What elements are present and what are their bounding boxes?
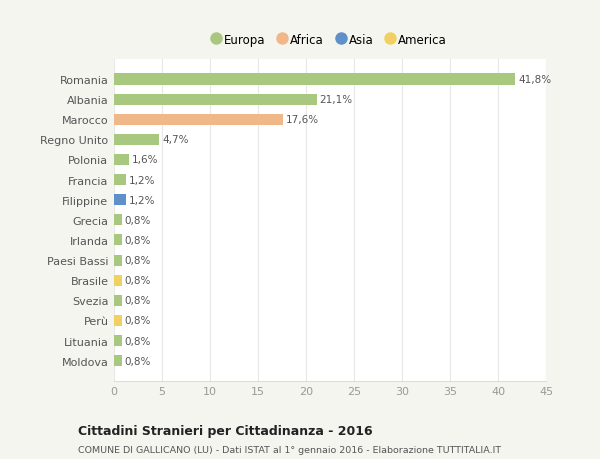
Legend: Europa, Africa, Asia, America: Europa, Africa, Asia, America (213, 34, 447, 46)
Bar (114, 355, 122, 366)
Bar (114, 215, 122, 226)
Text: 0,8%: 0,8% (125, 356, 151, 366)
Text: 0,8%: 0,8% (125, 215, 151, 225)
Text: 17,6%: 17,6% (286, 115, 319, 125)
Bar (114, 315, 122, 326)
Text: 1,2%: 1,2% (128, 195, 155, 205)
Bar (114, 174, 125, 186)
Text: 0,8%: 0,8% (125, 256, 151, 265)
Bar (114, 195, 125, 206)
Text: 21,1%: 21,1% (319, 95, 353, 105)
Text: 0,8%: 0,8% (125, 275, 151, 285)
Bar (114, 295, 122, 306)
Text: 41,8%: 41,8% (518, 75, 551, 85)
Text: 0,8%: 0,8% (125, 316, 151, 326)
Bar (114, 235, 122, 246)
Bar (114, 74, 515, 85)
Bar (114, 95, 317, 106)
Bar (114, 255, 122, 266)
Bar (114, 155, 130, 166)
Text: 4,7%: 4,7% (162, 135, 188, 145)
Text: COMUNE DI GALLICANO (LU) - Dati ISTAT al 1° gennaio 2016 - Elaborazione TUTTITAL: COMUNE DI GALLICANO (LU) - Dati ISTAT al… (78, 445, 501, 454)
Text: 0,8%: 0,8% (125, 296, 151, 306)
Text: 0,8%: 0,8% (125, 235, 151, 246)
Text: 0,8%: 0,8% (125, 336, 151, 346)
Bar (114, 134, 159, 146)
Text: Cittadini Stranieri per Cittadinanza - 2016: Cittadini Stranieri per Cittadinanza - 2… (78, 425, 373, 437)
Text: 1,6%: 1,6% (132, 155, 159, 165)
Bar (114, 114, 283, 125)
Bar (114, 275, 122, 286)
Bar (114, 335, 122, 346)
Text: 1,2%: 1,2% (128, 175, 155, 185)
